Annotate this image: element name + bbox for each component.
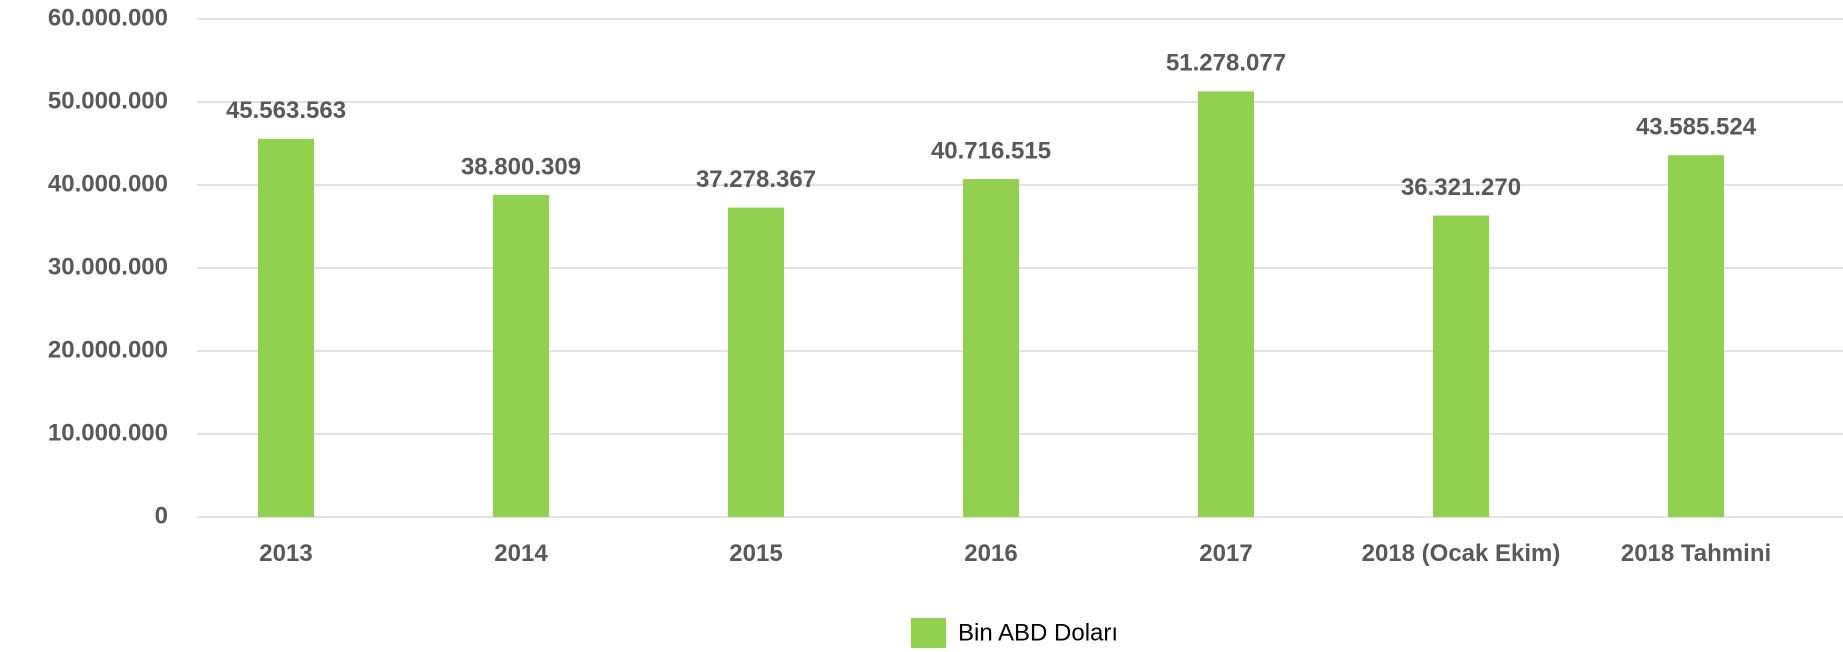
data-label: 43.585.524 — [1636, 114, 1757, 141]
y-tick-label: 20.000.000 — [48, 336, 168, 363]
data-label: 38.800.309 — [461, 153, 581, 180]
data-label: 40.716.515 — [931, 137, 1051, 164]
bar — [963, 179, 1019, 518]
legend-swatch — [911, 618, 946, 648]
x-tick-label: 2015 — [729, 540, 783, 567]
y-tick-label: 0 — [155, 502, 168, 529]
bar — [1433, 215, 1489, 518]
x-tick-label: 2018 (Ocak Ekim) — [1361, 540, 1561, 567]
bar — [1668, 155, 1724, 517]
bar — [728, 207, 784, 518]
x-tick-label: 2013 — [259, 540, 313, 567]
bar — [493, 194, 549, 517]
x-tick-label: 2017 — [1199, 540, 1253, 567]
y-tick-label: 50.000.000 — [48, 87, 168, 114]
data-label: 36.321.270 — [1401, 174, 1521, 201]
bar — [1198, 91, 1254, 517]
y-tick-label: 10.000.000 — [48, 419, 168, 446]
x-tick-label: 2014 — [494, 540, 548, 567]
data-label: 45.563.563 — [226, 97, 346, 124]
y-tick-label: 30.000.000 — [48, 253, 168, 280]
y-tick-label: 40.000.000 — [48, 170, 168, 197]
y-tick-label: 60.000.000 — [48, 4, 168, 31]
data-label: 37.278.367 — [696, 166, 816, 193]
x-tick-label: 2016 — [964, 540, 1018, 567]
legend-label: Bin ABD Doları — [958, 619, 1118, 646]
x-tick-label: 2018 Tahmini — [1620, 540, 1772, 567]
bar — [258, 138, 314, 517]
data-label: 51.278.077 — [1166, 50, 1286, 77]
